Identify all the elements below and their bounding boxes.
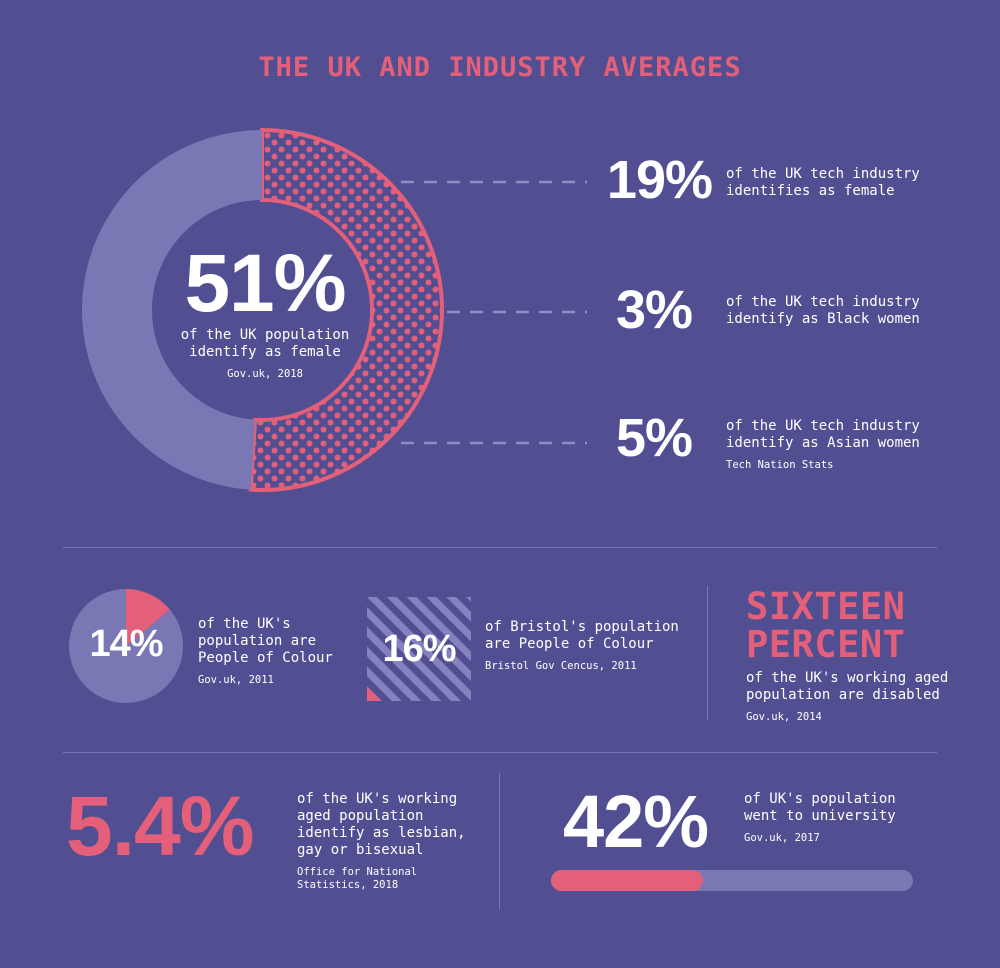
poc-uk-pie-chart (69, 589, 183, 703)
stat-19-value: 19% (606, 150, 713, 210)
stat-3-text-1: of the UK tech industry (726, 294, 920, 310)
poc-uk-text-3: People of Colour (198, 650, 333, 666)
vertical-divider-2 (499, 773, 500, 909)
lgb-source-1: Office for National (297, 866, 418, 878)
stat-5-source: Tech Nation Stats (726, 459, 834, 471)
donut-slice-other (82, 130, 262, 490)
donut-text-2: identify as female (189, 344, 341, 360)
connector-lines (401, 180, 587, 445)
pie-slice-other (69, 589, 183, 703)
lgb-text-1: of the UK's working (297, 791, 458, 807)
poc-uk-text-1: of the UK's (198, 616, 291, 632)
disabled-source: Gov.uk, 2014 (746, 711, 822, 723)
page-title: THE UK AND INDUSTRY AVERAGES (258, 52, 742, 83)
stat-3-value: 3% (615, 280, 693, 340)
university-progress-fill (551, 870, 704, 891)
poc-bristol-text-2: are People of Colour (485, 636, 654, 652)
donut-text-1: of the UK population (180, 327, 350, 343)
poc-uk-text-2: population are (198, 633, 317, 649)
pie-slice-poc (126, 589, 170, 646)
lgb-text-4: gay or bisexual (297, 842, 424, 858)
donut-slice-female (248, 127, 444, 492)
stat-5-value: 5% (615, 408, 693, 468)
lgb-text-2: aged population (297, 808, 424, 824)
poc-uk-value: 14% (89, 623, 163, 665)
university-text-2: went to university (744, 808, 896, 824)
poc-bristol-square (367, 597, 471, 701)
stat-5-text-1: of the UK tech industry (726, 418, 920, 434)
disabled-text-2: population are disabled (746, 687, 940, 703)
lgb-text-3: identify as lesbian, (297, 825, 466, 841)
section-divider-1 (63, 547, 937, 548)
poc-bristol-source: Bristol Gov Cencus, 2011 (485, 660, 637, 672)
lgb-source-2: Statistics, 2018 (297, 879, 399, 891)
stat-3-text-2: identify as Black women (726, 311, 920, 327)
poc-bristol-text-1: of Bristol's population (485, 619, 679, 635)
university-text-1: of UK's population (744, 791, 896, 807)
poc-bristol-square-chart (367, 597, 471, 701)
donut-center-value: 51% (184, 238, 346, 329)
vertical-divider-1 (707, 586, 708, 720)
university-progress-track (551, 870, 913, 891)
university-value: 42% (563, 780, 709, 863)
lgb-value: 5.4% (66, 779, 254, 873)
female-donut-chart (82, 127, 444, 492)
stat-19-text-1: of the UK tech industry (726, 166, 920, 182)
stat-5-text-2: identify as Asian women (726, 435, 920, 451)
disabled-text-1: of the UK's working aged (746, 670, 949, 686)
disabled-headline-2: PERCENT (746, 623, 906, 666)
stat-19-text-2: identifies as female (726, 183, 895, 199)
section-divider-2 (63, 752, 937, 753)
donut-source: Gov.uk, 2018 (227, 368, 303, 380)
poc-bristol-value: 16% (382, 628, 456, 670)
donut-hole (154, 202, 370, 418)
disabled-headline-1: SIXTEEN (746, 585, 906, 628)
poc-uk-source: Gov.uk, 2011 (198, 674, 274, 686)
university-source: Gov.uk, 2017 (744, 832, 820, 844)
